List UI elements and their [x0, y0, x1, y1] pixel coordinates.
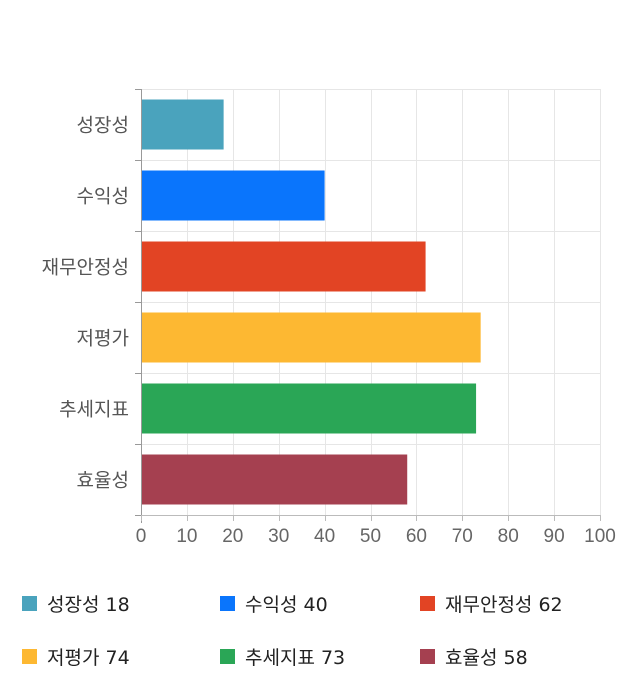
- category-label-0: 성장성: [77, 115, 129, 137]
- bar-2: [141, 241, 426, 292]
- legend-label-3: 저평가 74: [47, 646, 130, 669]
- axes: [135, 89, 601, 523]
- legend-label-5: 효율성 58: [445, 646, 528, 669]
- bar-0: [141, 99, 224, 150]
- category-label-3: 저평가: [77, 328, 129, 350]
- bar-5: [141, 454, 408, 505]
- legend-swatch-4: [220, 648, 235, 664]
- legend-swatch-0: [22, 595, 37, 611]
- legend-swatch-2: [420, 595, 435, 611]
- x-tick-labels: 0 10 20 30 40 50 60 70 80 90 100: [136, 526, 616, 547]
- bar-4: [141, 383, 477, 434]
- x-tick-label-4: 40: [314, 526, 335, 547]
- grid-lines: [141, 89, 601, 516]
- legend-label-4: 추세지표 73: [245, 646, 346, 669]
- legend: 성장성 18 수익성 40 재무안정성 62 저평가 74 추세지표 73 효율…: [0, 580, 640, 690]
- x-tick-label-2: 20: [222, 526, 243, 547]
- x-tick-label-10: 100: [584, 526, 616, 547]
- legend-label-1: 수익성 40: [245, 593, 328, 616]
- x-tick-label-1: 10: [176, 526, 197, 547]
- legend-label-0: 성장성 18: [47, 593, 130, 616]
- x-tick-label-9: 90: [544, 526, 565, 547]
- category-label-1: 수익성: [77, 186, 129, 208]
- bar-3: [141, 312, 481, 363]
- x-tick-label-0: 0: [136, 526, 147, 547]
- bars: [141, 99, 481, 505]
- x-tick-label-6: 60: [406, 526, 427, 547]
- legend-label-2: 재무안정성 62: [445, 593, 563, 616]
- legend-item-2: 재무안정성 62: [420, 587, 563, 619]
- legend-item-5: 효율성 58: [420, 640, 528, 672]
- legend-swatch-5: [420, 648, 435, 664]
- x-tick-label-5: 50: [360, 526, 381, 547]
- legend-swatch-1: [220, 595, 235, 611]
- x-tick-label-8: 80: [498, 526, 519, 547]
- legend-item-1: 수익성 40: [220, 587, 328, 619]
- x-tick-label-7: 70: [452, 526, 473, 547]
- bar-1: [141, 170, 325, 221]
- x-tick-label-3: 30: [268, 526, 289, 547]
- legend-item-3: 저평가 74: [22, 640, 130, 672]
- legend-item-0: 성장성 18: [22, 587, 130, 619]
- legend-item-4: 추세지표 73: [220, 640, 345, 672]
- category-label-2: 재무안정성: [42, 257, 129, 279]
- legend-swatch-3: [22, 648, 37, 664]
- category-label-4: 추세지표: [59, 399, 129, 421]
- category-label-5: 효율성: [77, 470, 129, 492]
- bar-chart: 0 10 20 30 40 50 60 70 80 90 100 성장성수익성재무안정성저평가추세지…: [42, 89, 616, 547]
